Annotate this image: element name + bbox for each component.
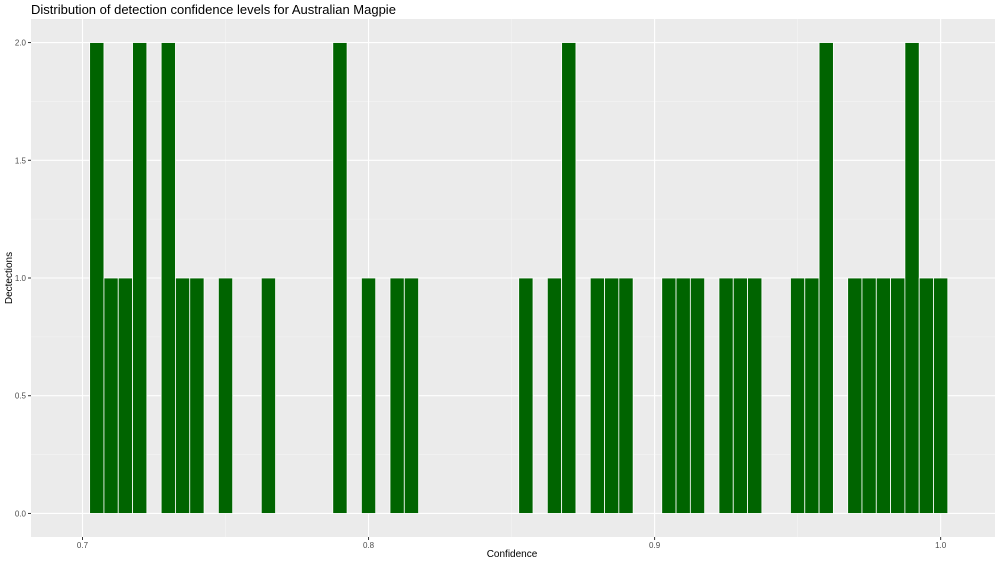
histogram-bar bbox=[561, 42, 577, 514]
histogram-bar bbox=[618, 277, 634, 514]
histogram-bar bbox=[260, 277, 276, 514]
y-tick-label: 0.5 bbox=[15, 392, 27, 401]
histogram-bar bbox=[732, 277, 748, 514]
histogram-bar bbox=[875, 277, 891, 514]
histogram-bar bbox=[117, 277, 133, 514]
histogram-bar bbox=[689, 277, 706, 514]
histogram-bar bbox=[818, 42, 834, 514]
x-axis-ticks: 0.7 0.8 0.9 1.0 bbox=[77, 537, 947, 550]
y-axis-ticks: 0.0 0.5 1.0 1.5 2.0 bbox=[15, 39, 31, 518]
histogram-bar bbox=[589, 277, 605, 514]
histogram-bar bbox=[790, 277, 806, 514]
histogram-bar bbox=[189, 277, 205, 514]
histogram-bar bbox=[217, 277, 234, 514]
x-tick-label: 0.7 bbox=[77, 541, 89, 550]
histogram-bar bbox=[360, 277, 377, 514]
histogram-bar bbox=[332, 42, 348, 514]
histogram-bar bbox=[160, 42, 176, 514]
histogram-bar bbox=[747, 277, 763, 514]
y-axis-title: Dectections bbox=[4, 252, 15, 304]
histogram-bar bbox=[518, 277, 534, 514]
x-tick-label: 0.8 bbox=[363, 541, 375, 550]
histogram-bar bbox=[861, 277, 877, 514]
histogram-bar bbox=[661, 277, 677, 514]
chart-title: Distribution of detection confidence lev… bbox=[31, 2, 396, 17]
bars bbox=[89, 42, 949, 514]
histogram-bar bbox=[89, 42, 105, 514]
histogram-bar bbox=[933, 277, 949, 514]
x-tick-label: 0.9 bbox=[649, 541, 661, 550]
histogram-bar bbox=[804, 277, 820, 514]
histogram-bar bbox=[604, 277, 620, 514]
histogram-bar bbox=[890, 277, 906, 514]
y-tick-label: 2.0 bbox=[15, 39, 27, 48]
y-tick-label: 1.0 bbox=[15, 274, 27, 283]
histogram-bar bbox=[904, 42, 920, 514]
y-tick-label: 1.5 bbox=[15, 156, 27, 165]
histogram-bar bbox=[103, 277, 119, 514]
histogram-bar bbox=[132, 42, 148, 514]
x-tick-label: 1.0 bbox=[935, 541, 947, 550]
histogram-bar bbox=[175, 277, 191, 514]
y-tick-label: 0.0 bbox=[15, 509, 27, 518]
histogram-bar bbox=[918, 277, 934, 514]
histogram-bar bbox=[389, 277, 405, 514]
histogram-bar bbox=[718, 277, 734, 514]
histogram-bar bbox=[546, 277, 563, 514]
histogram-bar bbox=[403, 277, 420, 514]
histogram-bar bbox=[847, 277, 863, 514]
x-axis-title: Confidence bbox=[487, 549, 538, 560]
histogram-bar bbox=[675, 277, 691, 514]
